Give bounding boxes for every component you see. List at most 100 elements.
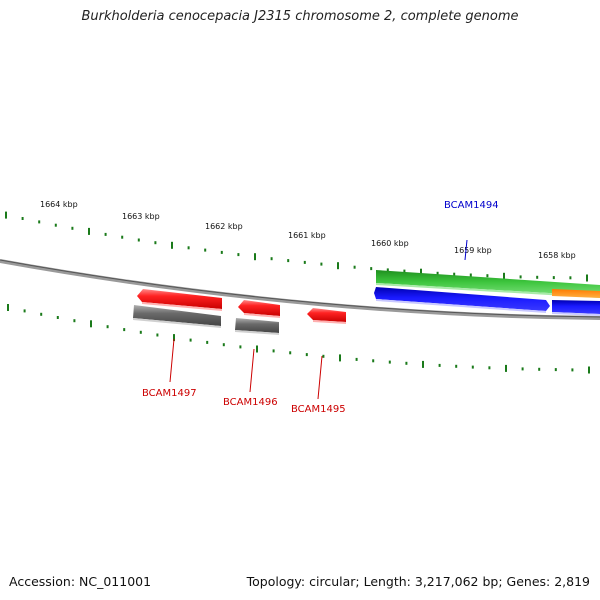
minor-tick <box>305 353 308 357</box>
major-tick <box>505 364 507 372</box>
minor-tick <box>405 361 408 365</box>
minor-tick <box>137 238 140 242</box>
major-tick <box>171 241 173 249</box>
major-tick <box>5 211 7 219</box>
major-tick <box>7 304 9 311</box>
gene-feature-gray-1[interactable] <box>133 305 221 328</box>
gene-feature-gray-2[interactable] <box>235 318 279 335</box>
minor-tick <box>270 257 273 261</box>
minor-tick <box>71 226 74 230</box>
gene-label-bcam1497[interactable]: BCAM1497 <box>142 388 197 399</box>
minor-tick <box>272 349 275 353</box>
leader-line-bcam1497 <box>169 338 175 383</box>
major-tick <box>420 268 422 276</box>
gene-feature-bcam1496[interactable] <box>238 300 280 318</box>
minor-tick <box>538 367 541 371</box>
major-tick <box>254 253 256 261</box>
minor-tick <box>139 330 142 334</box>
minor-tick <box>552 276 555 280</box>
minor-tick <box>436 271 439 275</box>
minor-tick <box>239 345 242 349</box>
minor-tick <box>287 259 290 263</box>
gene-feature-blue-left[interactable] <box>374 287 550 313</box>
minor-tick <box>353 265 356 269</box>
minor-tick <box>554 368 557 372</box>
minor-tick <box>206 340 209 344</box>
major-tick <box>173 334 175 342</box>
minor-tick <box>289 351 292 355</box>
minor-tick <box>104 232 107 236</box>
leader-line-bcam1494 <box>464 239 468 261</box>
lower-tick-ruler <box>7 304 590 374</box>
minor-tick <box>56 316 59 319</box>
major-tick <box>503 272 505 280</box>
minor-tick <box>303 260 306 264</box>
minor-tick <box>40 312 43 316</box>
minor-tick <box>21 217 24 220</box>
minor-tick <box>471 365 474 369</box>
minor-tick <box>403 269 406 273</box>
minor-tick <box>322 354 325 358</box>
minor-tick <box>519 275 522 279</box>
leader-line-bcam1495 <box>317 355 323 400</box>
gene-feature-orange[interactable] <box>552 289 600 298</box>
chromosome-backbone <box>0 259 600 320</box>
major-tick <box>90 320 92 328</box>
minor-tick <box>486 274 489 278</box>
major-tick <box>588 366 590 374</box>
minor-tick <box>388 360 391 364</box>
gene-label-bcam1494[interactable]: BCAM1494 <box>444 200 499 211</box>
map-title: Burkholderia cenocepacia J2315 chromosom… <box>81 9 519 24</box>
gene-label-bcam1495[interactable]: BCAM1495 <box>291 404 346 415</box>
major-tick <box>88 227 90 235</box>
kbp-label: 1658 kbp <box>538 251 576 260</box>
minor-tick <box>154 241 157 245</box>
minor-tick <box>73 319 76 323</box>
minor-tick <box>54 223 57 227</box>
minor-tick <box>488 366 491 370</box>
minor-tick <box>453 272 456 276</box>
kbp-label: 1664 kbp <box>40 200 78 209</box>
kbp-scale-labels: 1664 kbp 1663 kbp 1662 kbp 1661 kbp 1660… <box>40 200 576 260</box>
minor-tick <box>237 253 240 257</box>
gene-label-bcam1496[interactable]: BCAM1496 <box>223 397 278 408</box>
minor-tick <box>106 325 109 329</box>
gene-feature-blue-right[interactable] <box>552 300 600 316</box>
major-tick <box>256 345 258 353</box>
minor-tick <box>438 363 441 367</box>
major-tick <box>339 354 341 362</box>
accession-label: Accession: NC_011001 <box>9 574 152 589</box>
major-tick <box>422 360 424 368</box>
major-tick <box>337 262 339 270</box>
minor-tick <box>187 246 190 250</box>
kbp-label: 1661 kbp <box>288 231 326 240</box>
gene-feature-bcam1497[interactable] <box>137 289 222 311</box>
minor-tick <box>370 267 373 271</box>
minor-tick <box>189 338 192 342</box>
minor-tick <box>355 357 358 361</box>
kbp-label: 1662 kbp <box>205 222 243 231</box>
gene-feature-bcam1494[interactable] <box>376 270 600 298</box>
minor-tick <box>123 328 126 332</box>
minor-tick <box>320 262 323 266</box>
minor-tick <box>521 367 524 371</box>
minor-tick <box>222 343 225 347</box>
leader-line-bcam1496 <box>249 348 255 393</box>
minor-tick <box>386 268 389 272</box>
major-tick <box>586 274 588 282</box>
minor-tick <box>121 235 124 239</box>
minor-tick <box>469 273 472 277</box>
kbp-label: 1663 kbp <box>122 212 160 221</box>
kbp-label: 1660 kbp <box>371 239 409 248</box>
kbp-label: 1659 kbp <box>454 246 492 255</box>
minor-tick <box>156 333 159 337</box>
minor-tick <box>38 220 41 224</box>
minor-tick <box>220 250 223 254</box>
genome-summary-label: Topology: circular; Length: 3,217,062 bp… <box>246 574 590 589</box>
minor-tick <box>536 275 539 279</box>
minor-tick <box>372 359 375 363</box>
minor-tick <box>569 276 572 280</box>
gene-feature-bcam1495[interactable] <box>307 308 346 324</box>
